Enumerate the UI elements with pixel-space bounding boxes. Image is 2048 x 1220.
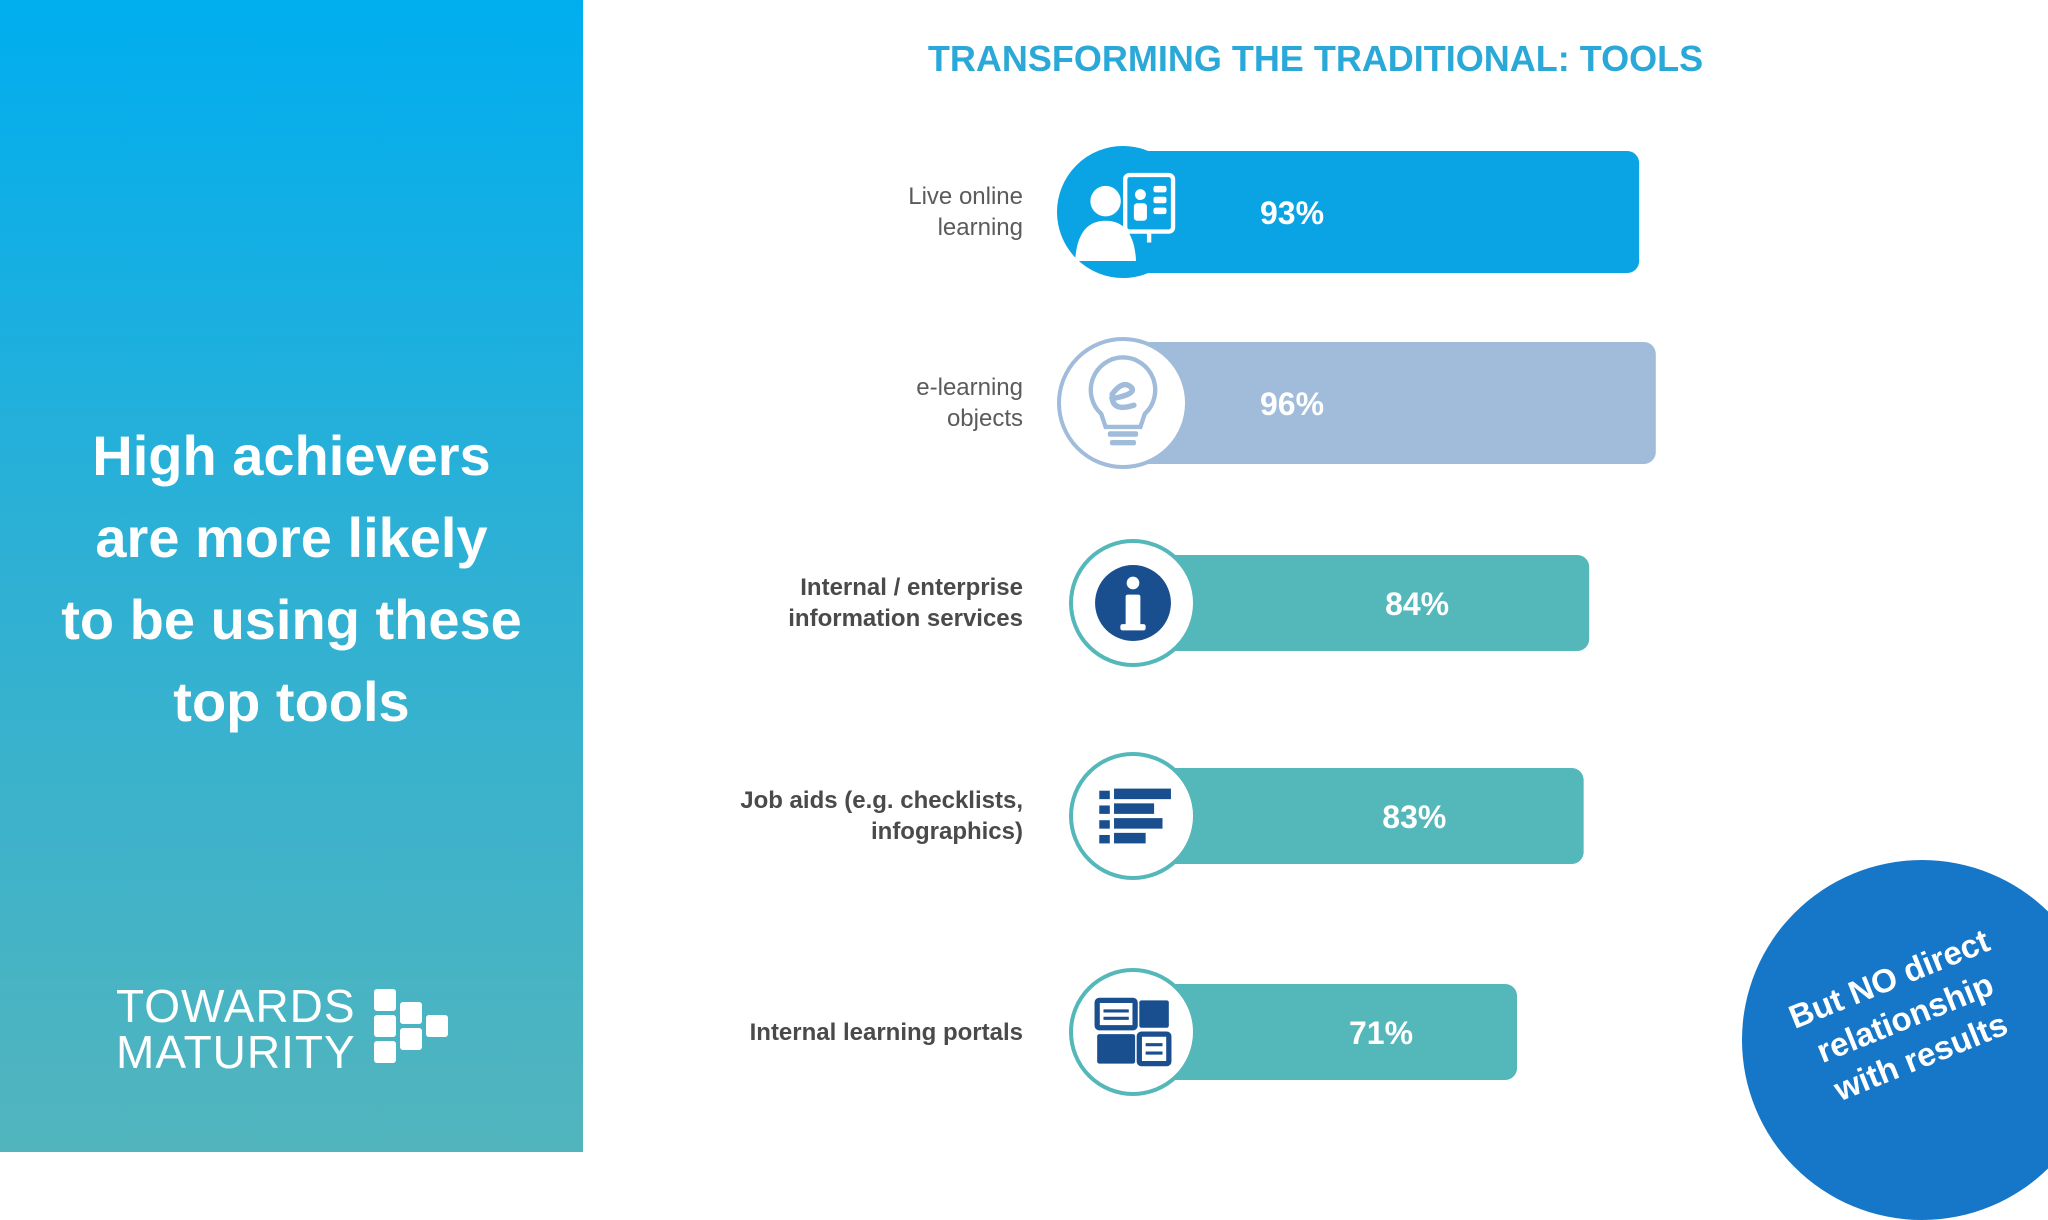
category-label: e-learning objects bbox=[583, 372, 1023, 434]
category-label-line: learning bbox=[937, 214, 1023, 241]
headline-line: are more likely bbox=[95, 506, 488, 569]
left-panel: High achievers are more likely to be usi… bbox=[0, 0, 583, 1152]
bar bbox=[1123, 151, 1640, 273]
bar bbox=[1123, 984, 1518, 1080]
headline: High achievers are more likely to be usi… bbox=[30, 415, 553, 743]
category-label-line: Internal / enterprise bbox=[800, 574, 1023, 601]
category-label: Job aids (e.g. checklists, infographics) bbox=[583, 785, 1023, 847]
bar-value-label: 96% bbox=[1260, 386, 1324, 422]
chart-title: TRANSFORMING THE TRADITIONAL: TOOLS bbox=[927, 38, 1704, 79]
bar-chart-svg: 93% 96% 84% 83% 71% bbox=[1057, 146, 1656, 1096]
bar bbox=[1123, 555, 1590, 651]
logo-squares-icon bbox=[374, 989, 448, 1063]
category-label-line: Live online bbox=[908, 183, 1023, 210]
category-label: Internal / enterprise information service… bbox=[583, 572, 1023, 634]
headline-line: top tools bbox=[173, 670, 410, 733]
category-label: Internal learning portals bbox=[583, 1017, 1023, 1048]
towards-maturity-logo: TOWARDS MATURITY bbox=[116, 983, 448, 1075]
category-label-line: e-learning bbox=[916, 374, 1023, 401]
category-label-line: objects bbox=[946, 405, 1023, 432]
bar-chart: 93% 96% 84% 83% 71% Live online learning e-lea… bbox=[583, 0, 2048, 1152]
bar-icon-circle bbox=[1069, 752, 1197, 880]
headline-line: High achievers bbox=[92, 424, 491, 487]
bar-value-label: 84% bbox=[1385, 586, 1449, 622]
bar-value-label: 93% bbox=[1260, 195, 1324, 231]
category-label-line: information services bbox=[788, 605, 1023, 632]
category-label: Live online learning bbox=[583, 181, 1023, 243]
category-label-line: Job aids (e.g. checklists, bbox=[740, 787, 1023, 814]
bar bbox=[1123, 342, 1656, 464]
category-label-line: Internal learning portals bbox=[749, 1018, 1023, 1046]
bar-icon-circle bbox=[1057, 337, 1189, 469]
info-icon bbox=[1095, 565, 1171, 641]
bar bbox=[1123, 768, 1584, 864]
logo-line: TOWARDS bbox=[116, 980, 356, 1032]
headline-line: to be using these bbox=[61, 588, 522, 651]
bar-value-label: 71% bbox=[1349, 1015, 1413, 1051]
bar-icon-circle bbox=[1069, 968, 1197, 1096]
category-label-line: infographics) bbox=[870, 818, 1023, 845]
logo-text: TOWARDS MATURITY bbox=[116, 983, 356, 1075]
logo-line: MATURITY bbox=[116, 1026, 356, 1078]
bar-value-label: 83% bbox=[1382, 799, 1446, 835]
